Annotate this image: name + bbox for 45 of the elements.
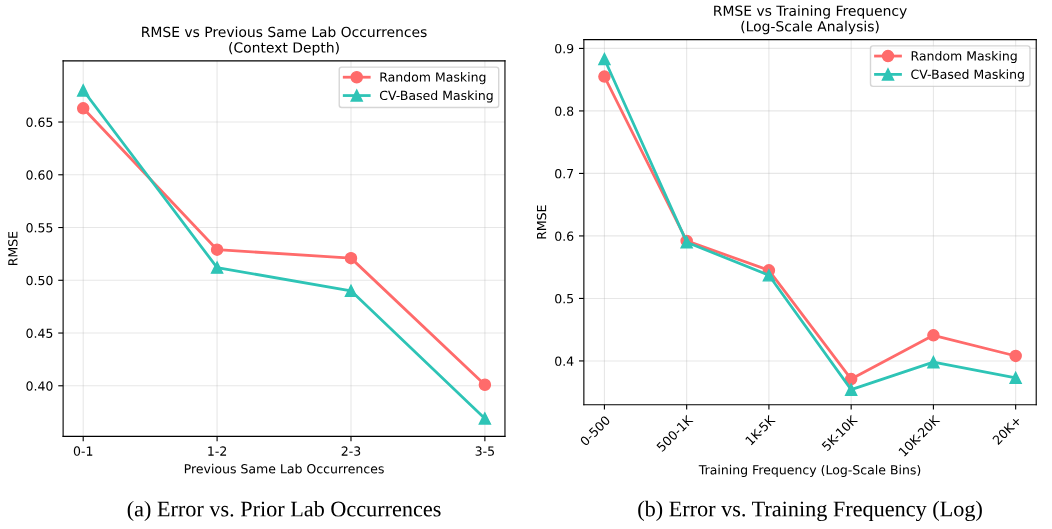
y-tick-label: 0.65 [26, 117, 53, 127]
y-tick-label: 0.8 [555, 106, 574, 116]
y-tick-label: 0.7 [555, 168, 574, 179]
text: (a) Error vs. Prior Lab Occurrences [127, 500, 441, 522]
point [598, 70, 611, 83]
chart-title: RMSE vs Training Frequency (Log-Scale Analysis) [714, 5, 907, 35]
text: (b) Error vs. Training Frequency (Log) [638, 500, 982, 522]
y-tick-label: 0.55 [26, 223, 53, 233]
point [598, 52, 611, 66]
point [762, 269, 776, 282]
x-axis-title: Training Frequency (Log-Scale Bins) [698, 464, 921, 477]
point [344, 251, 358, 265]
y-tick-label: 0.5 [555, 293, 574, 304]
y-axis-title: RMSE [536, 205, 547, 239]
legend-label: Random Masking [380, 72, 486, 85]
y-tick-label: 0.45 [26, 328, 53, 338]
y-tick-label: 0.9 [555, 43, 574, 54]
legend-label: CV-Based Masking [379, 90, 493, 103]
point [927, 329, 940, 342]
x-tick-label: 2-3 [341, 446, 361, 456]
point [478, 378, 492, 391]
y-tick-label: 0.4 [555, 356, 574, 366]
y-tick-label: 0.60 [26, 170, 53, 180]
x-tick-label: 0-1 [73, 446, 93, 456]
legend-label: Random Masking [911, 50, 1017, 64]
point [76, 84, 90, 97]
y-tick-label: 0.40 [26, 381, 53, 391]
x-tick-label: 3-5 [475, 446, 494, 456]
point [478, 412, 492, 425]
point [927, 355, 940, 369]
y-tick-label: 0.6 [555, 231, 574, 241]
point [344, 284, 358, 298]
x-tick-label: 1-2 [208, 446, 227, 456]
point [1009, 349, 1022, 363]
y-axis-title: RMSE [8, 231, 18, 266]
chart-title: RMSE vs Previous Same Lab Occurrences (Context Depth) [142, 26, 427, 56]
point [1009, 371, 1022, 385]
point [210, 243, 224, 256]
y-tick-label: 0.50 [26, 275, 53, 286]
point [76, 102, 90, 115]
point [844, 372, 858, 386]
legend-label: CV-Based Masking [911, 69, 1024, 82]
x-axis-title: Previous Same Lab Occurrences [184, 463, 384, 474]
point [844, 383, 858, 396]
point [210, 261, 224, 274]
